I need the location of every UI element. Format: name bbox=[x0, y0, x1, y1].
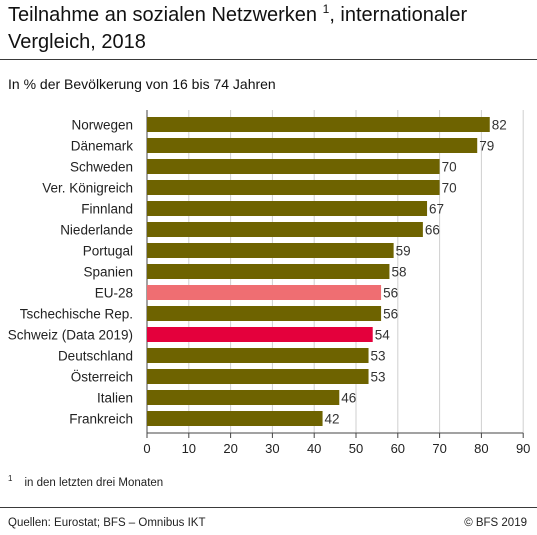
x-tick-label: 70 bbox=[432, 441, 446, 456]
chart-title-text: Teilnahme an sozialen Netzwerken bbox=[8, 4, 318, 26]
footnote-marker: 1 bbox=[8, 474, 13, 483]
data-label: 56 bbox=[383, 286, 398, 301]
bar bbox=[147, 138, 478, 153]
category-label: Frankreich bbox=[69, 412, 133, 427]
category-label: Niederlande bbox=[60, 223, 133, 238]
x-tick-label: 80 bbox=[474, 441, 488, 456]
category-label: Dänemark bbox=[71, 139, 134, 154]
data-label: 66 bbox=[425, 223, 440, 238]
title-divider bbox=[0, 59, 537, 60]
chart-subtitle: In % der Bevölkerung von 16 bis 74 Jahre… bbox=[8, 76, 276, 92]
category-label: Italien bbox=[97, 391, 133, 406]
bar bbox=[147, 180, 440, 195]
bar bbox=[147, 117, 490, 132]
data-label: 82 bbox=[492, 118, 507, 133]
category-label: Deutschland bbox=[58, 349, 133, 364]
data-label: 56 bbox=[383, 307, 398, 322]
x-tick-label: 60 bbox=[391, 441, 405, 456]
bar bbox=[147, 369, 369, 384]
bar bbox=[147, 285, 382, 300]
copyright-text: © BFS 2019 bbox=[464, 517, 527, 529]
data-label: 79 bbox=[479, 139, 494, 154]
bar bbox=[147, 159, 440, 174]
data-label: 67 bbox=[429, 202, 444, 217]
bar bbox=[147, 411, 323, 426]
bar bbox=[147, 264, 390, 279]
title-footnote-marker: 1 bbox=[322, 2, 330, 16]
data-label: 58 bbox=[391, 265, 406, 280]
category-label: Spanien bbox=[83, 265, 133, 280]
category-label: Norwegen bbox=[71, 118, 133, 133]
category-label: Schweden bbox=[70, 160, 133, 175]
bar bbox=[147, 327, 373, 342]
footnote-text: in den letzten drei Monaten bbox=[24, 477, 164, 489]
source-text: Quellen: Eurostat; BFS – Omnibus IKT bbox=[8, 517, 206, 529]
footer-divider bbox=[0, 507, 537, 508]
x-tick-label: 50 bbox=[349, 441, 363, 456]
bar-chart: 0 10 20 30 40 50 60 70 80 90 Norwegen 82 Dänemark 79 S… bbox=[8, 110, 530, 456]
x-tick-label: 10 bbox=[182, 441, 196, 456]
x-tick-label: 40 bbox=[307, 441, 321, 456]
bar bbox=[147, 306, 382, 321]
footnote: 1 in den letzten drei Monaten bbox=[8, 474, 163, 489]
x-tick-label: 30 bbox=[265, 441, 279, 456]
data-label: 70 bbox=[442, 160, 457, 175]
data-label: 46 bbox=[341, 391, 356, 406]
chart-title: Teilnahme an sozialen Netzwerken 1, inte… bbox=[8, 2, 533, 56]
bar bbox=[147, 201, 428, 216]
bar bbox=[147, 348, 369, 363]
data-label: 42 bbox=[325, 412, 340, 427]
data-label: 70 bbox=[442, 181, 457, 196]
data-label: 59 bbox=[396, 244, 411, 259]
data-label: 53 bbox=[371, 349, 386, 364]
bar bbox=[147, 243, 394, 258]
category-label: Finnland bbox=[81, 202, 133, 217]
category-label: Österreich bbox=[71, 370, 133, 385]
x-tick-label: 20 bbox=[223, 441, 237, 456]
x-tick-label: 0 bbox=[143, 441, 150, 456]
data-label: 53 bbox=[371, 370, 386, 385]
bar bbox=[147, 390, 340, 405]
category-label: Tschechische Rep. bbox=[20, 307, 133, 322]
category-label: Ver. Königreich bbox=[42, 181, 133, 196]
category-label: Schweiz (Data 2019) bbox=[8, 328, 133, 343]
category-label: Portugal bbox=[83, 244, 133, 259]
category-label: EU-28 bbox=[95, 286, 133, 301]
chart-title-rest: , internationaler Vergleich, 2018 bbox=[8, 4, 468, 53]
data-label: 54 bbox=[375, 328, 391, 343]
bar bbox=[147, 222, 423, 237]
x-tick-label: 90 bbox=[516, 441, 530, 456]
